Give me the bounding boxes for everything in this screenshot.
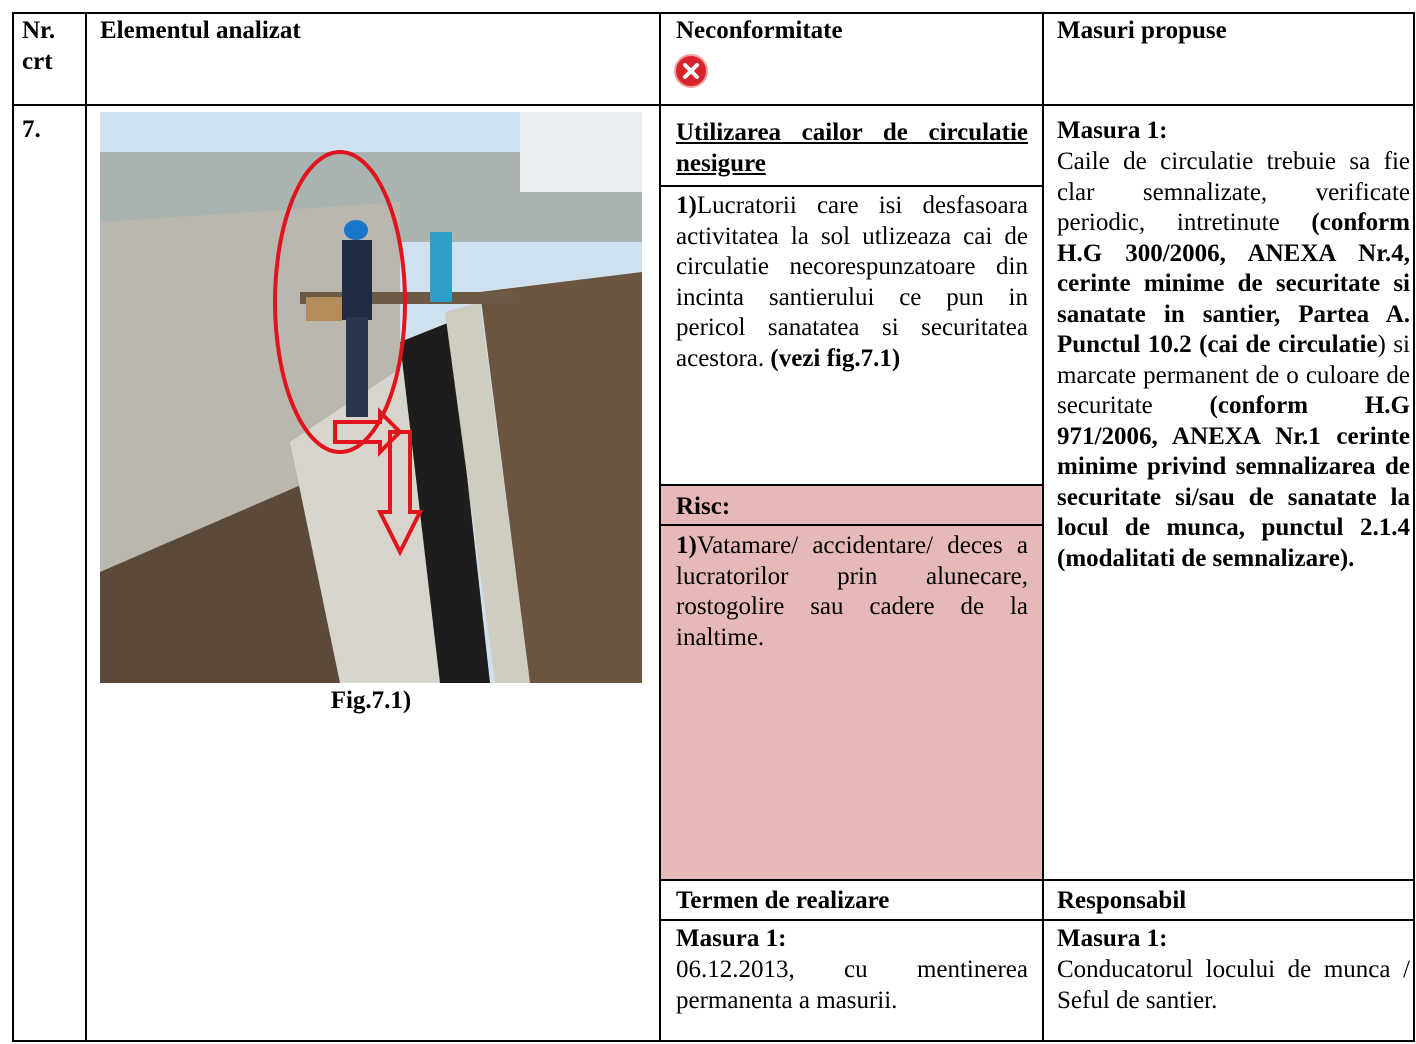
text-run: Lucratorii care isi desfasoara activitat… — [676, 192, 1028, 372]
border — [1042, 12, 1044, 1042]
border — [659, 12, 661, 1042]
border — [12, 12, 14, 1042]
responsible-title: Masura 1: — [1057, 925, 1168, 952]
responsible-header: Responsabil — [1057, 887, 1187, 914]
risk-background — [660, 485, 1043, 880]
row-nr: 7. — [22, 116, 41, 143]
header-element: Elementul analizat — [100, 17, 301, 44]
header-nr: Nr. crt — [22, 17, 56, 75]
figure-caption: Fig.7.1) — [330, 687, 412, 714]
border — [85, 12, 87, 1042]
text-run: (conform H.G 300/2006, ANEXA Nr.4, cerin… — [1057, 209, 1410, 358]
border — [660, 524, 1043, 526]
border — [1413, 12, 1415, 1042]
border — [660, 185, 1043, 187]
site-photo — [100, 112, 642, 683]
text-run: (vezi fig.7.1) — [770, 344, 901, 372]
deadline-title: Masura 1: — [676, 925, 787, 952]
border — [12, 12, 1415, 14]
header-measures: Masuri propuse — [1057, 17, 1227, 44]
nonconformity-title: Utilizarea cailor de circulatie nesigure — [676, 119, 1028, 177]
border — [660, 484, 1043, 486]
text-run: ) si marcate permanent de o culoare de s… — [1057, 331, 1411, 419]
border — [660, 919, 1414, 921]
text-run: Caile de circulatie trebuie sa fie clar … — [1057, 148, 1410, 236]
border — [660, 879, 1414, 881]
border — [12, 104, 1415, 106]
text-run: 1) — [676, 532, 697, 559]
measure-text: Caile de circulatie trebuie sa fie clar … — [1057, 147, 1410, 574]
nonconformity-text: 1)Lucratorii care isi desfasoara activit… — [676, 191, 1028, 374]
measure-title: Masura 1: — [1057, 117, 1168, 144]
header-nonconformity: Neconformitate — [676, 17, 843, 44]
risk-text: 1)Vatamare/ accidentare/ deces a lucrato… — [676, 531, 1028, 653]
text-run: Vatamare/ accidentare/ deces a lucratori… — [676, 532, 1028, 651]
text-run: (conform H.G 971/2006, ANEXA Nr.1 cerint… — [1057, 392, 1410, 572]
risk-title: Risc: — [676, 493, 731, 520]
error-icon — [674, 54, 708, 88]
deadline-text: 06.12.2013, cu mentinerea permanenta a m… — [676, 956, 1028, 1014]
border — [12, 1040, 1415, 1042]
text-run: 1) — [676, 192, 697, 219]
deadline-header: Termen de realizare — [676, 887, 890, 914]
responsible-text: Conducatorul locului de munca / Seful de… — [1057, 956, 1410, 1014]
